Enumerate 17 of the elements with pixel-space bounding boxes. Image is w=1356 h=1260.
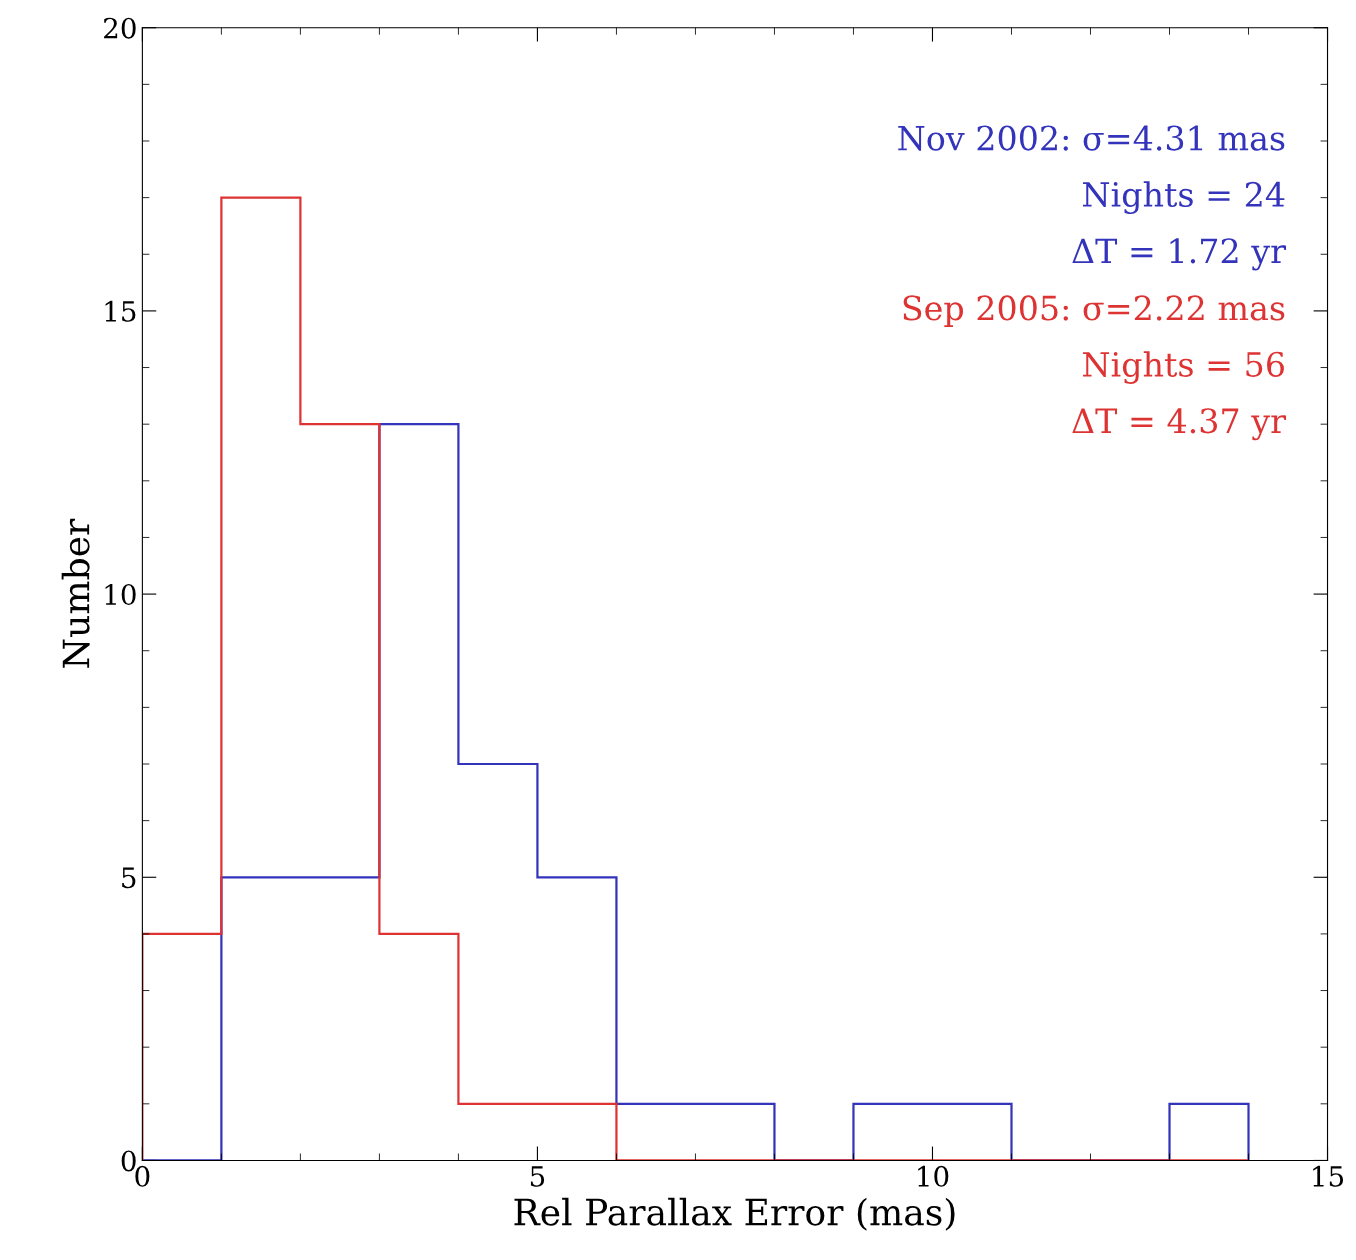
y-tick-label: 20 — [104, 17, 136, 39]
y-tick-label: 5 — [122, 867, 136, 889]
y-tick-label: 15 — [105, 300, 136, 322]
x-axis-title: Rel Parallax Error (mas) — [514, 1197, 955, 1231]
x-tick-label: 10 — [918, 1165, 949, 1187]
annotation: Nights = 56 — [1083, 351, 1284, 384]
y-axis-title: Number — [61, 518, 90, 668]
x-tick-label: 0 — [135, 1165, 150, 1187]
x-tick-label: 15 — [1313, 1165, 1344, 1187]
annotation: ΔT = 4.37 yr — [1072, 408, 1287, 441]
annotation: Nights = 24 — [1083, 181, 1285, 214]
annotation: ΔT = 1.72 yr — [1072, 238, 1287, 271]
y-tick-label: 10 — [105, 584, 136, 606]
text: Nov 2002: σ=4.31 mas — [898, 125, 1285, 151]
x-tick-label: 5 — [530, 1166, 545, 1187]
y-tick-label: 0 — [121, 1150, 136, 1172]
text: Sep 2005: σ=2.22 mas — [903, 295, 1285, 328]
